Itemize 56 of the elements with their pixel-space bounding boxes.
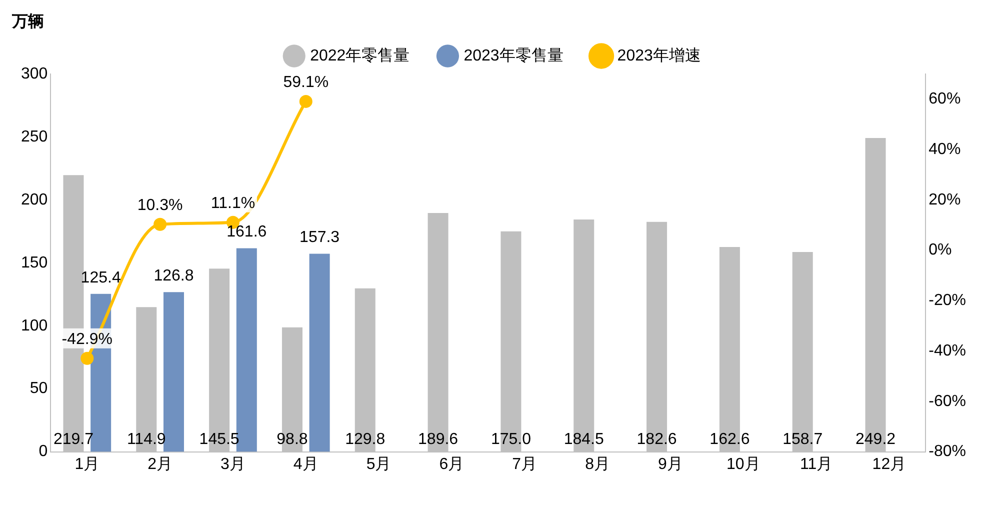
point [299,94,312,108]
y-tick-label: 150 [20,254,48,272]
y-tick-label: 200 [20,191,48,208]
data-label: 184.5 [564,431,604,448]
data-label: 175.0 [490,431,532,448]
x-tick-label: 11月 [800,456,833,473]
data-label: 157.3 [300,229,340,246]
data-label: 249.2 [855,431,896,448]
y2-tick-label: 0% [928,242,952,259]
legend-label: 2023年零售量 [464,47,564,64]
data-label: 182.6 [636,431,677,448]
x-tick-label: 9月 [658,456,683,473]
bar [163,292,184,452]
data-label: 158.7 [782,431,823,448]
data-label: 59.1% [283,74,329,91]
y2-tick-label: 60% [928,90,961,108]
data-label: 126.8 [154,268,194,285]
x-tick-label: 7月 [512,456,538,473]
y-axis-title: 万辆 [11,12,44,30]
data-label: 189.6 [418,431,458,448]
y2-tick-label: 40% [928,140,961,158]
y2-tick-label: -40% [928,342,966,360]
data-label: -42.9% [62,330,113,348]
x-tick-label: 3月 [220,456,246,473]
x-tick-label: 1月 [74,456,100,473]
data-label: 125.4 [80,269,121,286]
y-tick-label: 0 [38,443,48,460]
x-tick-label: 12月 [872,456,906,473]
data-label: 145.5 [199,431,240,448]
y2-tick-label: 20% [928,191,961,208]
data-label: 162.6 [710,431,750,448]
y2-tick-label: -60% [928,392,966,410]
y-tick-label: 300 [20,65,48,82]
point [154,218,167,231]
y-tick-label: 100 [20,317,48,334]
data-label: 114.9 [126,431,166,448]
x-tick-label: 8月 [585,456,610,473]
x-tick-label: 10月 [726,456,760,473]
point [80,352,94,365]
y2-tick-label: -20% [928,292,966,310]
y-tick-label: 50 [30,380,48,398]
data-label: 10.3% [137,196,183,214]
data-label: 129.8 [345,431,386,448]
x-tick-label: 6月 [439,456,464,473]
legend-label: 2022年零售量 [310,47,410,64]
y2-tick-label: -80% [928,443,966,460]
x-tick-label: 5月 [366,456,392,473]
x-tick-label: 2月 [148,456,173,473]
legend-label: 2023年增速 [617,46,701,64]
x-tick-label: 4月 [293,456,318,473]
data-label: 11.1% [210,194,256,212]
data-label: 219.7 [53,431,94,448]
data-label: 161.6 [226,224,267,241]
data-label: 98.8 [276,431,308,448]
bar [309,254,330,452]
y-tick-label: 250 [20,128,48,146]
